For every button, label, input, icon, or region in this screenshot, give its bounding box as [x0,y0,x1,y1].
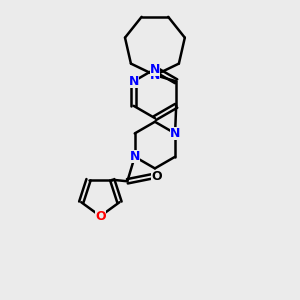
Text: N: N [150,69,160,82]
Text: N: N [150,62,160,76]
Text: N: N [130,150,140,163]
Text: O: O [95,210,106,223]
Text: O: O [151,170,162,183]
Text: N: N [128,75,139,88]
Text: N: N [170,127,180,140]
